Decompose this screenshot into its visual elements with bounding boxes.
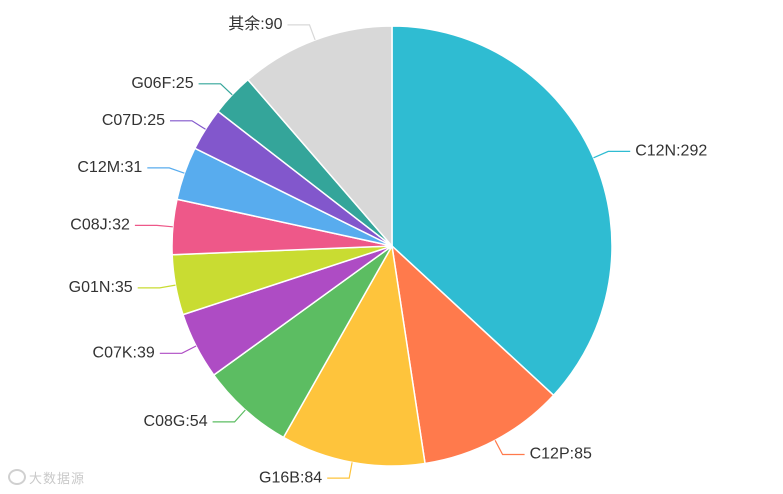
label-line-G16B [327, 462, 353, 479]
watermark-logo-icon [8, 469, 26, 485]
slice-label-C08G: C08G:54 [144, 413, 208, 430]
pie-slice-其余[interactable] [246, 25, 393, 249]
slice-label-C12N: C12N:292 [635, 143, 707, 160]
watermark-text: 大数据源 [29, 472, 86, 487]
watermark: 大数据源 [8, 468, 85, 487]
slice-label-G16B: G16B:84 [259, 469, 322, 486]
slice-label-C07K: C07K:39 [93, 345, 155, 362]
slice-label-C08J: C08J:32 [70, 217, 130, 234]
label-line-C08J [134, 224, 173, 228]
label-line-其余 [287, 24, 316, 41]
slice-label-C12P: C12P:85 [530, 446, 592, 463]
label-line-C12M [147, 167, 185, 174]
label-line-G01N [137, 284, 176, 289]
label-line-C12P [494, 440, 525, 456]
slice-label-G01N: G01N:35 [69, 279, 133, 296]
label-line-C08G [212, 409, 246, 423]
slice-label-C12M: C12M:31 [77, 159, 142, 176]
label-line-C12N [593, 150, 631, 159]
label-line-C07K [159, 345, 197, 354]
slice-label-C07D: C07D:25 [102, 112, 165, 129]
pie-slice-C12P[interactable] [390, 243, 555, 465]
slice-label-G06F: G06F:25 [131, 75, 193, 92]
slice-label-其余: 其余:90 [228, 14, 282, 33]
label-line-C07D [170, 120, 206, 130]
label-line-G06F [198, 83, 233, 96]
